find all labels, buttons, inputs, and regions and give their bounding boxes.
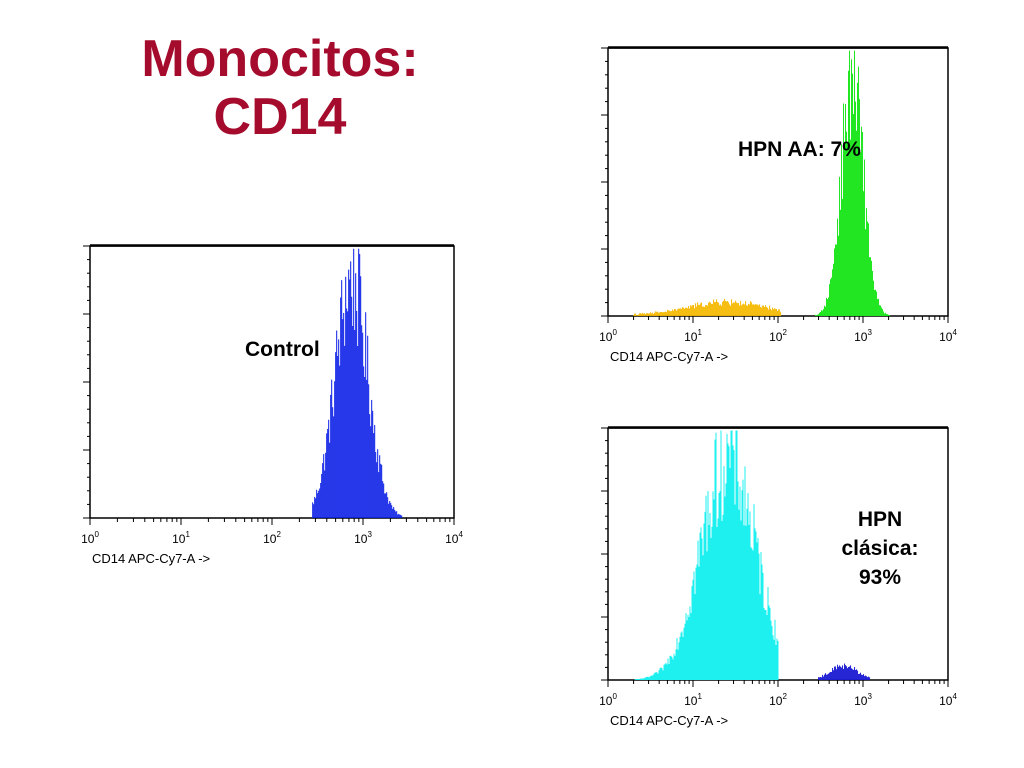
plot-annotation: clásica: xyxy=(841,537,918,560)
plot-annotation: 93% xyxy=(859,566,901,589)
x-tick-label: 100 xyxy=(599,692,617,708)
x-tick-label: 103 xyxy=(854,328,872,344)
y-axis-ticks xyxy=(83,245,90,519)
x-tick-label: 104 xyxy=(939,328,957,344)
x-axis-ticks xyxy=(607,316,949,323)
plot-frame xyxy=(89,245,455,519)
title-line-1: Monocitos: xyxy=(141,30,419,88)
x-tick-label: 103 xyxy=(354,530,372,546)
plot-frame xyxy=(607,427,949,681)
plot-frame xyxy=(607,47,949,317)
x-axis-ticks xyxy=(607,680,949,687)
histogram-hpn-clasica: 100 101 102 103 104 CD14 APC-Cy7-A -> HPN clási… xyxy=(599,426,957,728)
x-tick-label: 104 xyxy=(939,692,957,708)
x-tick-label: 101 xyxy=(684,328,702,344)
histogram-series-2 xyxy=(815,50,891,316)
plot-annotation: Control xyxy=(245,338,320,361)
x-tick-label: 102 xyxy=(263,530,281,546)
x-axis-ticks xyxy=(89,518,455,525)
x-tick-label: 100 xyxy=(81,530,99,546)
histogram-series-1 xyxy=(634,430,779,680)
y-axis-ticks xyxy=(601,47,608,317)
y-axis-ticks xyxy=(601,427,608,681)
histogram-series-1 xyxy=(633,298,782,316)
x-tick-label: 103 xyxy=(854,692,872,708)
x-tick-label: 101 xyxy=(172,530,190,546)
histogram-control: 100 101 102 103 104 CD14 APC-Cy7-A -> Control xyxy=(81,244,463,566)
histogram-series-1 xyxy=(312,248,403,518)
title-line-2: CD14 xyxy=(213,88,347,147)
histogram-series-2 xyxy=(818,663,871,680)
x-tick-label: 100 xyxy=(599,328,617,344)
x-tick-label: 104 xyxy=(445,530,463,546)
plot-annotation: HPN xyxy=(858,508,902,531)
plot-annotation: HPN AA: 7% xyxy=(738,138,861,161)
x-axis-title: CD14 APC-Cy7-A -> xyxy=(610,349,728,364)
x-axis-title: CD14 APC-Cy7-A -> xyxy=(610,713,728,728)
x-tick-label: 102 xyxy=(769,328,787,344)
histogram-hpn-aa: 100 101 102 103 104 CD14 APC-Cy7-A -> HPN AA: … xyxy=(599,46,957,364)
x-axis-title: CD14 APC-Cy7-A -> xyxy=(92,551,210,566)
x-tick-label: 102 xyxy=(769,692,787,708)
slide-title: Monocitos: CD14 xyxy=(60,30,500,146)
x-tick-label: 101 xyxy=(684,692,702,708)
